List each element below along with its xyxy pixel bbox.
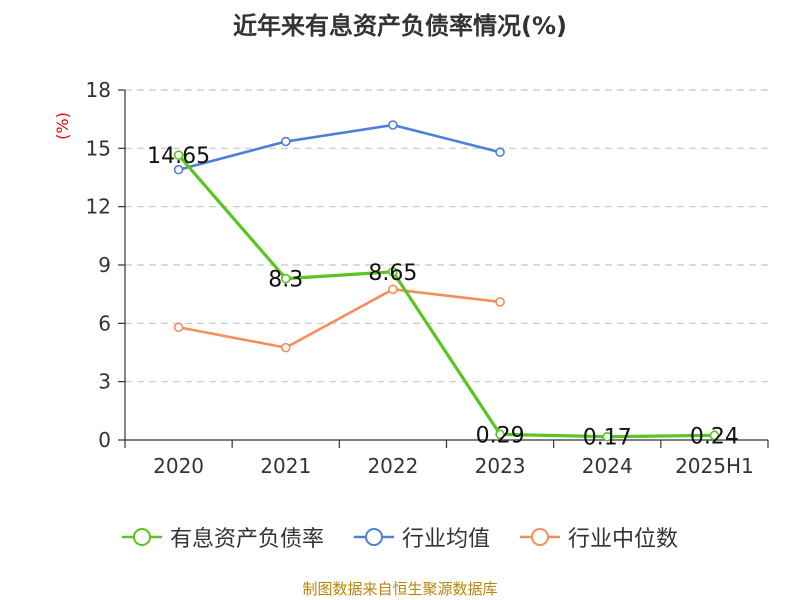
- data-point: [388, 284, 398, 295]
- y-tick-label: 18: [86, 78, 111, 102]
- data-point: [280, 136, 291, 147]
- grid-lines: [125, 89, 768, 383]
- y-tick-label: 6: [98, 311, 111, 335]
- data-label: 8.3: [268, 268, 303, 293]
- series-lines: [173, 120, 720, 442]
- data-point: [173, 150, 184, 160]
- data-point: [173, 322, 184, 333]
- x-tick-label: 2022: [367, 454, 418, 478]
- data-label: 0.24: [690, 424, 739, 449]
- data-point: [709, 430, 720, 441]
- legend-line-circle-icon: [121, 528, 162, 546]
- y-tick-label: 3: [98, 370, 111, 394]
- data-label: 14.65: [147, 144, 210, 169]
- legend-line-circle-icon: [353, 528, 394, 546]
- y-tick-label: 9: [98, 253, 111, 277]
- data-point: [388, 267, 398, 277]
- x-tick-label: 2023: [475, 454, 526, 478]
- data-point: [388, 120, 398, 130]
- data-point: [495, 429, 505, 440]
- legend-label: 行业中位数: [568, 527, 679, 552]
- series-line-1: [178, 123, 501, 171]
- legend-item-series-0[interactable]: 有息资产负债率: [121, 521, 324, 553]
- data-point: [495, 147, 505, 158]
- data-point: [173, 164, 184, 175]
- legend-line-circle-icon: [520, 528, 560, 546]
- data-label: 0.29: [476, 423, 525, 448]
- legend-label: 行业均值: [401, 527, 490, 552]
- legend-item-series-2[interactable]: 行业中位数: [520, 521, 678, 553]
- data-labels: 14.65 8.3 8.65 0.29 0.17 0.24: [147, 144, 739, 451]
- y-tick-label: 12: [86, 195, 111, 219]
- axes: 0 3 6 9 12 15 18 (%) 2020 2021 2022 2023 2024 2025H1: [53, 78, 769, 478]
- legend: 有息资产负债率 行业均值 行业中位数: [0, 520, 800, 554]
- data-point: [280, 273, 291, 284]
- data-label: 0.17: [583, 426, 632, 451]
- legend-label: 有息资产负债率: [169, 527, 324, 552]
- x-tick-label: 2020: [153, 454, 204, 478]
- chart-title: 近年来有息资产负债率情况(%): [233, 12, 567, 40]
- x-tick-label: 2024: [582, 454, 633, 478]
- y-axis-label: (%): [53, 112, 72, 140]
- data-point: [280, 342, 291, 353]
- series-line-2: [178, 288, 501, 349]
- data-point: [495, 297, 505, 307]
- y-tick-label: 15: [86, 136, 111, 160]
- x-tick-label: 2025H1: [675, 454, 754, 478]
- source-note: 制图数据来自恒生聚源数据库: [302, 580, 498, 598]
- series-line-0: [177, 154, 715, 439]
- data-point: [602, 431, 613, 442]
- y-tick-label: 0: [98, 428, 111, 452]
- legend-item-series-1[interactable]: 行业均值: [353, 521, 490, 553]
- data-label: 8.65: [368, 261, 417, 286]
- x-tick-label: 2021: [260, 454, 311, 478]
